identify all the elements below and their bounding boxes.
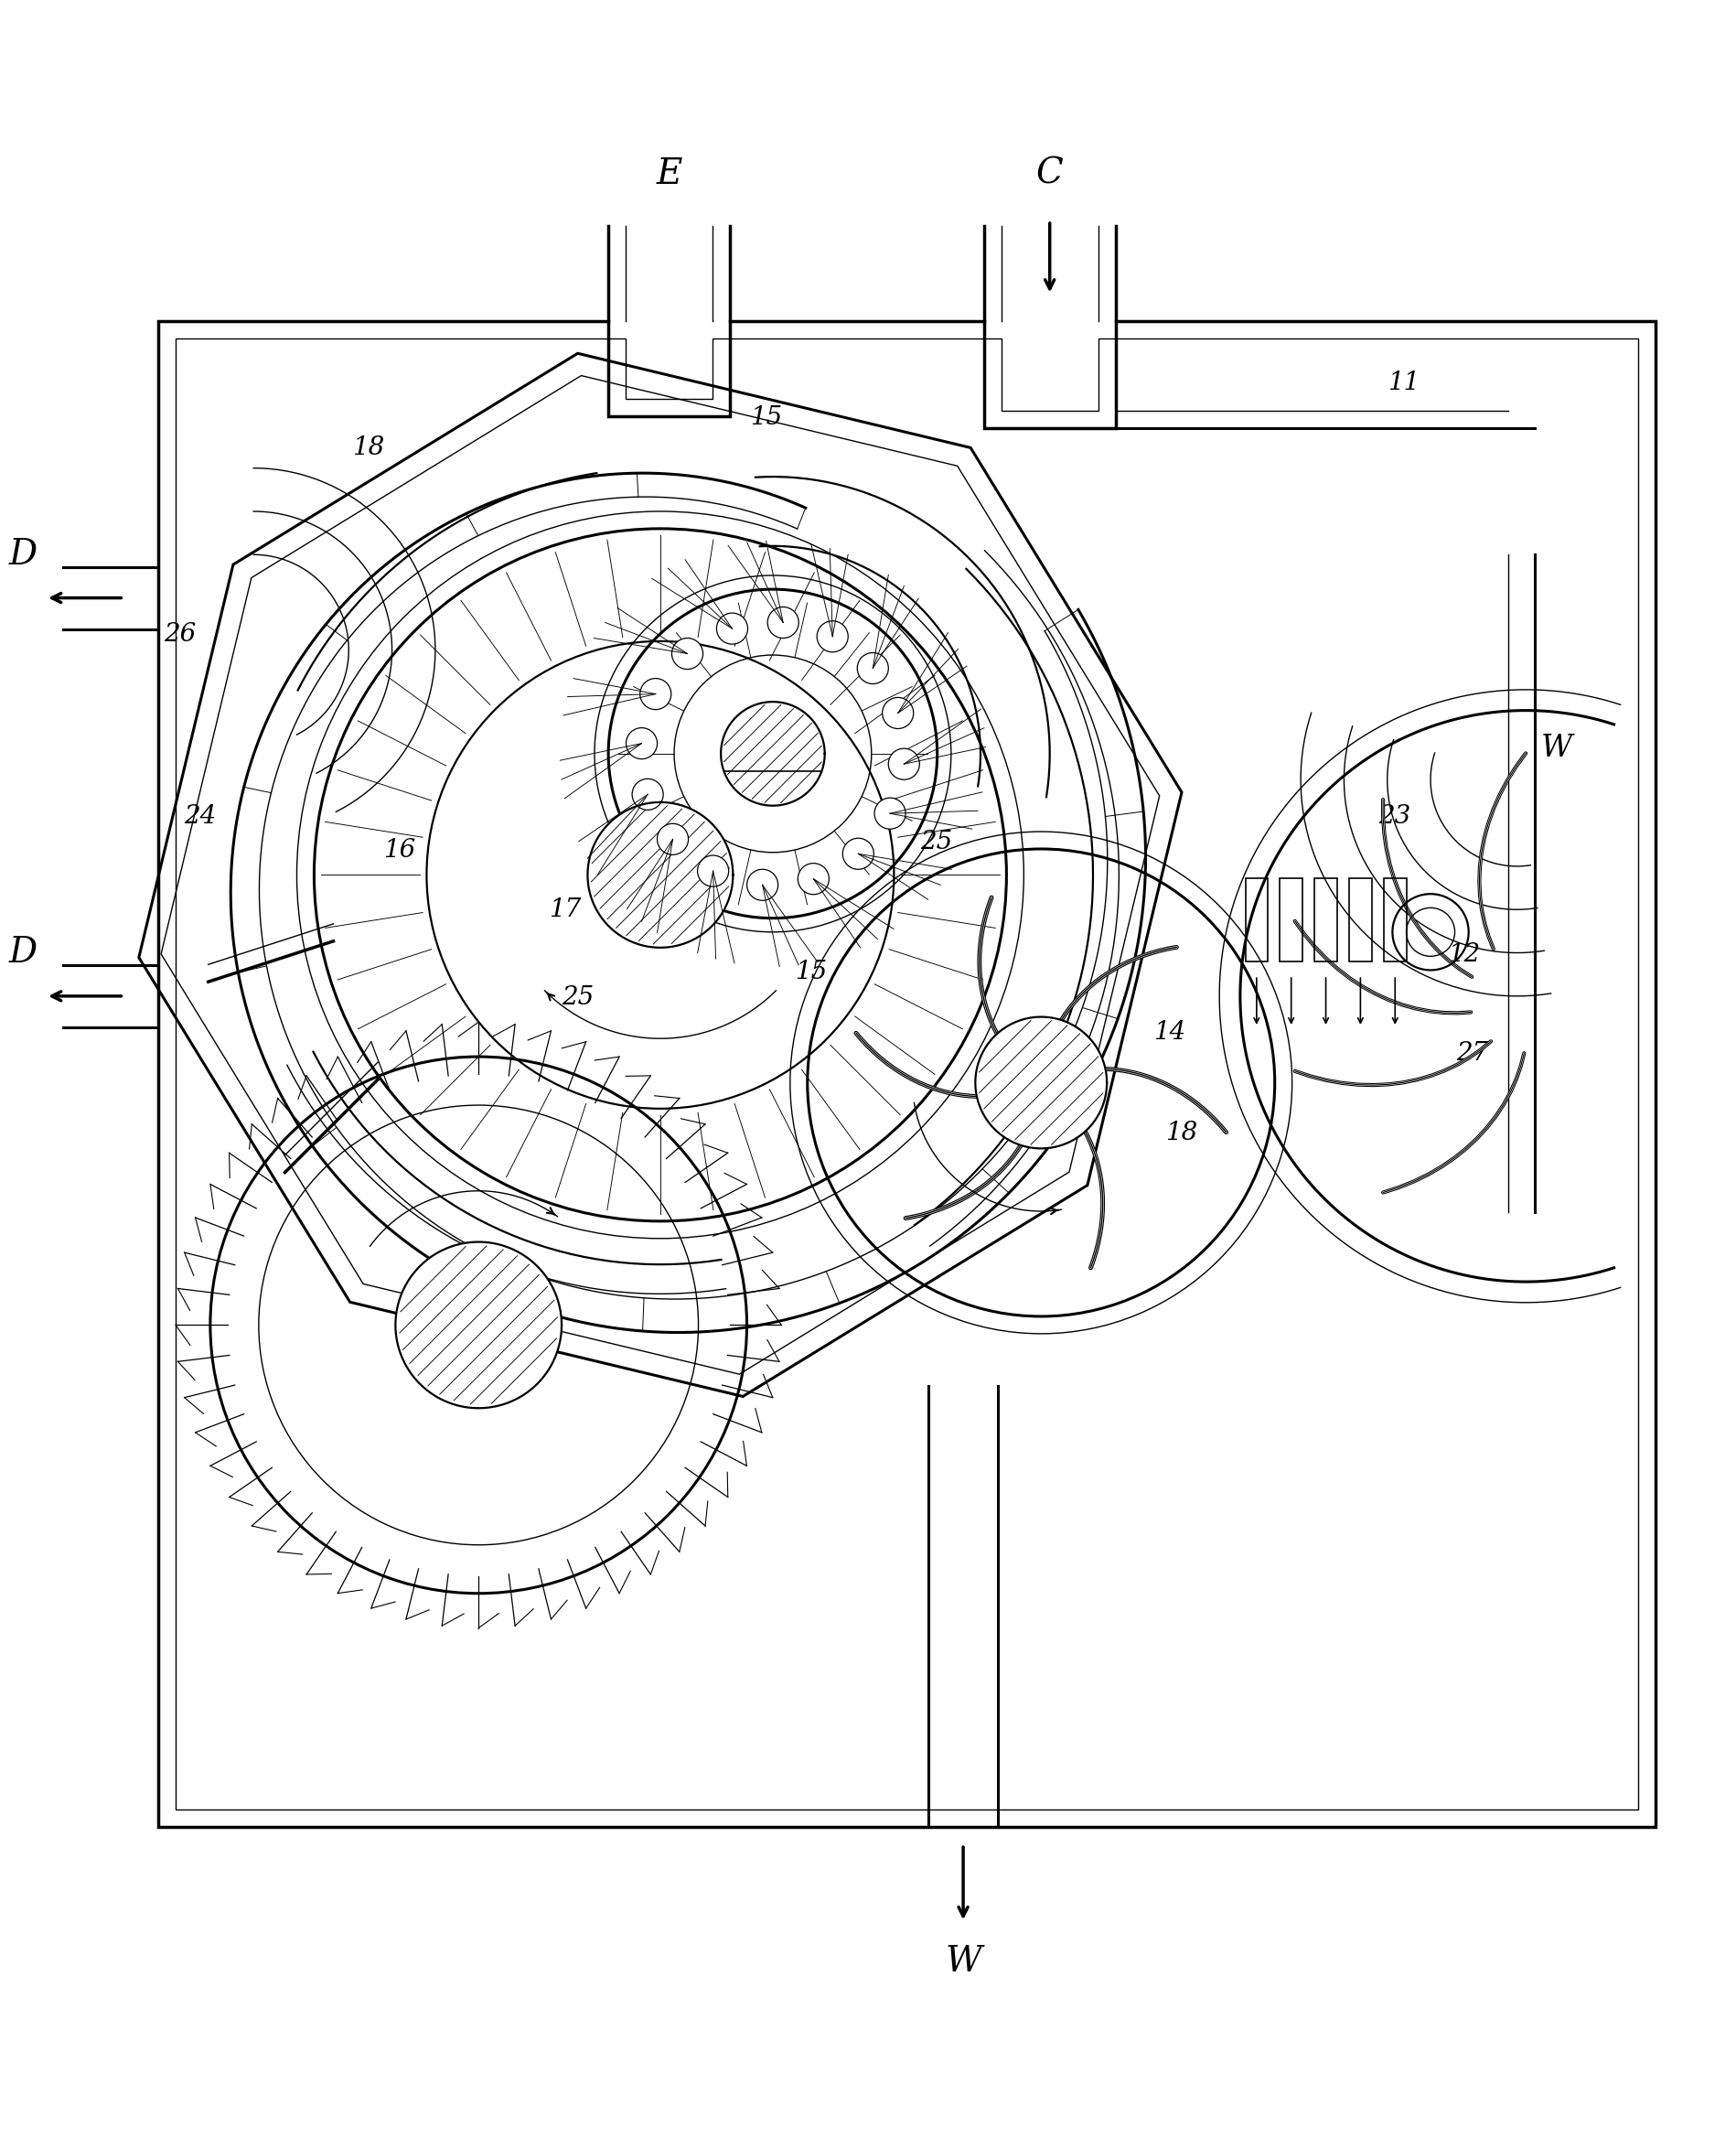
Text: 23: 23 (1378, 803, 1411, 829)
Text: 22: 22 (743, 728, 774, 752)
Text: 26: 26 (163, 623, 196, 647)
Text: D: D (9, 537, 38, 571)
Circle shape (799, 863, 830, 894)
Circle shape (882, 698, 913, 728)
Circle shape (717, 612, 748, 644)
Text: D: D (9, 937, 38, 969)
Text: 24: 24 (184, 803, 217, 829)
Polygon shape (720, 702, 825, 806)
Polygon shape (396, 1242, 562, 1409)
Circle shape (746, 870, 778, 900)
Text: C: C (1036, 157, 1064, 191)
Circle shape (767, 608, 799, 638)
Polygon shape (587, 801, 733, 947)
Text: 13: 13 (1033, 1061, 1066, 1087)
Circle shape (641, 679, 672, 709)
Circle shape (658, 823, 689, 855)
Circle shape (627, 728, 658, 758)
Circle shape (632, 780, 663, 810)
Text: 25: 25 (920, 829, 951, 855)
Circle shape (842, 838, 873, 870)
Text: 12: 12 (1448, 943, 1481, 967)
Text: E: E (656, 157, 682, 191)
Circle shape (858, 653, 889, 683)
Text: 17: 17 (549, 898, 582, 921)
Circle shape (818, 621, 849, 653)
Text: 16: 16 (384, 838, 415, 863)
Circle shape (889, 748, 920, 780)
Text: W: W (944, 1944, 981, 1978)
Text: 18: 18 (1165, 1121, 1198, 1145)
Text: 27: 27 (1457, 1042, 1489, 1065)
Polygon shape (976, 1016, 1108, 1149)
Text: 25: 25 (562, 986, 594, 1010)
Text: 18: 18 (352, 436, 384, 460)
Circle shape (672, 638, 703, 670)
Text: 11: 11 (1387, 372, 1420, 395)
Circle shape (698, 855, 729, 887)
Circle shape (875, 797, 906, 829)
Text: 15: 15 (795, 960, 828, 984)
Text: 14: 14 (1154, 1020, 1186, 1044)
Text: 15: 15 (750, 406, 783, 430)
Text: W: W (1542, 735, 1573, 763)
